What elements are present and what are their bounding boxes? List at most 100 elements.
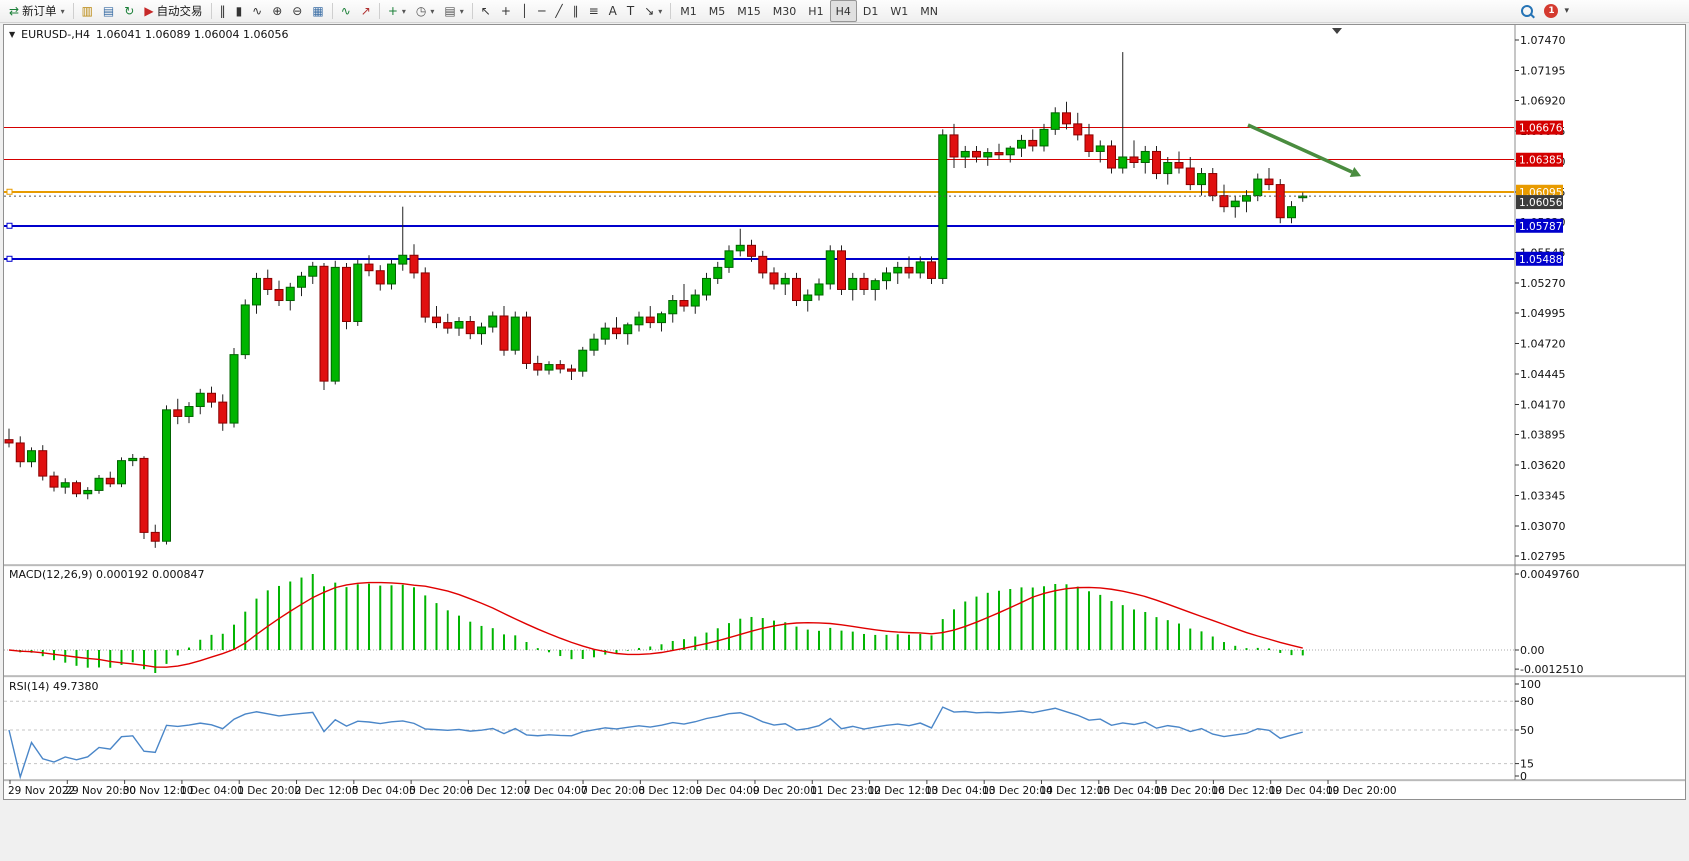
time-tick-label: 9 Dec 20:00	[753, 785, 817, 797]
time-tick-label: 30 Nov 12:00	[123, 785, 194, 797]
time-tick-label: 14 Dec 12:00	[1039, 785, 1110, 797]
search-button[interactable]	[1516, 0, 1538, 22]
timeframe-h1-button[interactable]: H1	[808, 4, 824, 18]
cursor-button[interactable]: ↖	[476, 0, 496, 22]
add-indicator-button[interactable]: + ▾	[383, 0, 411, 22]
tile-windows-button[interactable]: ▦	[307, 0, 328, 22]
time-tick-label: 7 Dec 04:00	[524, 785, 588, 797]
new-order-icon: ⇄	[9, 4, 20, 18]
indicator-list-icon: ∿	[340, 4, 351, 18]
toolbar: ⇄ 新订单 ▾ ▥ ▤ ↻ ▶ 自动交易 ‖ ▮ ∿ ⊕ ⊖ ▦ ∿ ↗ + ▾ ◷ ▾ ▤ ▾ ↖ + │ ─ ╱ ∥ ≡ A T ↘ ▾ M1…	[0, 0, 1689, 23]
macd-scale-label: -0.0012510	[1520, 663, 1583, 676]
notification-badge[interactable]: 1	[1544, 4, 1559, 18]
text-button[interactable]: A	[604, 0, 622, 22]
channel-button[interactable]: ∥	[568, 0, 584, 22]
timeframe-d1-button[interactable]: D1	[862, 4, 879, 18]
timeframe-m1-button[interactable]: M1	[680, 4, 697, 18]
rsi-label: RSI(14) 49.7380	[9, 680, 98, 693]
horizontal-line-button[interactable]: ─	[533, 0, 550, 22]
price-line-label: 1.06385	[1519, 155, 1562, 167]
chart-shift-marker[interactable]	[1332, 28, 1342, 34]
rsi-line	[8, 706, 1303, 780]
rsi-scale-label: 80	[1520, 695, 1534, 708]
candlestick-type-button[interactable]: ▮	[231, 0, 248, 22]
bar-chart-type-button[interactable]: ‖	[215, 0, 231, 22]
dropdown-caret-icon: ▾	[459, 6, 464, 16]
price-line-label: 1.06056	[1519, 197, 1563, 209]
arrow-objects-icon: ↘	[644, 4, 655, 18]
zoom-in-button[interactable]: ⊕	[267, 0, 287, 22]
time-tick-label: 13 Dec 04:00	[925, 785, 996, 797]
dropdown-caret-icon: ▾	[401, 6, 406, 16]
toolbar-separator	[331, 3, 333, 19]
time-tick-label: 2 Dec 12:00	[295, 785, 359, 797]
fibonacci-button[interactable]: ≡	[584, 0, 604, 22]
timeframe-w1-button[interactable]: W1	[890, 4, 909, 18]
ohlc-bars-icon: ‖	[219, 4, 226, 18]
rsi-indicator-value: 49.7380	[52, 680, 99, 693]
fibonacci-icon: ≡	[588, 4, 599, 18]
trend-arrow-annotation[interactable]	[1247, 123, 1362, 178]
autotrade-icon: ▶	[144, 4, 154, 18]
timeframe-m30-button[interactable]: M30	[772, 4, 797, 18]
crosshair-button[interactable]: +	[496, 0, 516, 22]
zoom-out-icon: ⊖	[292, 4, 303, 18]
macd-signal-line	[8, 581, 1303, 668]
toolbar-separator	[210, 3, 212, 19]
dropdown-caret-icon: ▾	[658, 6, 663, 16]
price-tick-label: 1.04995	[1520, 307, 1566, 320]
line-chart-icon: ∿	[252, 4, 263, 18]
time-tick-label: 11 Dec 23:00	[810, 785, 881, 797]
timeframe-m5-button[interactable]: M5	[708, 4, 726, 18]
time-tick-label: 1 Dec 04:00	[180, 785, 244, 797]
price-tick-label: 1.03620	[1520, 459, 1566, 472]
price-tick-label: 1.04170	[1520, 398, 1566, 411]
template-button[interactable]: ▤ ▾	[439, 0, 468, 22]
dropdown-caret-icon: ▾	[60, 6, 65, 16]
line-anchor-marker[interactable]	[6, 255, 13, 262]
period-button[interactable]: ◷ ▾	[411, 0, 440, 22]
new-chart-button[interactable]: ▥	[77, 0, 98, 22]
autotrade-button[interactable]: ▶ 自动交易	[139, 0, 207, 22]
price-scale[interactable]: 1.074701.071951.069201.066451.063701.060…	[1515, 34, 1566, 563]
indicator-list-button[interactable]: ∿	[336, 0, 356, 22]
objects-list-button[interactable]: ↗	[356, 0, 376, 22]
chart-canvas[interactable]: 1.074701.071951.069201.066451.063701.060…	[3, 24, 1686, 800]
line-anchor-marker[interactable]	[6, 222, 13, 229]
price-tick-label: 1.07470	[1520, 34, 1566, 47]
line-anchor-marker[interactable]	[6, 188, 13, 195]
time-tick-label: 8 Dec 12:00	[638, 785, 702, 797]
chart-title-bar: ▼ EURUSD-,H4 1.06041 1.06089 1.06004 1.0…	[9, 28, 289, 41]
toolbar-separator	[378, 3, 380, 19]
time-tick-label: 5 Dec 04:00	[352, 785, 416, 797]
trendline-button[interactable]: ╱	[550, 0, 567, 22]
refresh-button[interactable]: ↻	[119, 0, 139, 22]
label-icon: T	[626, 4, 635, 18]
profiles-button[interactable]: ▤	[98, 0, 119, 22]
chart-menu-icon[interactable]: ▼	[9, 30, 16, 39]
price-line-label: 1.06676	[1519, 123, 1563, 135]
label-button[interactable]: T	[622, 0, 639, 22]
chart-window: 1.074701.071951.069201.066451.063701.060…	[3, 24, 1686, 800]
vertical-line-button[interactable]: │	[516, 0, 533, 22]
time-tick-label: 6 Dec 12:00	[466, 785, 530, 797]
new-order-button-label: 新订单	[22, 4, 57, 18]
price-line-label: 1.05787	[1519, 221, 1562, 233]
arrows-button[interactable]: ↘ ▾	[639, 0, 667, 22]
zoom-out-button[interactable]: ⊖	[287, 0, 307, 22]
line-chart-type-button[interactable]: ∿	[247, 0, 267, 22]
clock-icon: ◷	[415, 4, 427, 18]
toolbar-chevron-icon[interactable]: ▾	[1564, 6, 1569, 16]
timeframe-m15-button[interactable]: M15	[737, 4, 761, 18]
dropdown-caret-icon: ▾	[430, 6, 435, 16]
macd-indicator-values: 0.000192 0.000847	[96, 568, 205, 581]
timeframe-h4-button[interactable]: H4	[829, 0, 857, 22]
new-order-button[interactable]: ⇄ 新订单 ▾	[4, 0, 70, 22]
time-tick-label: 7 Dec 20:00	[581, 785, 645, 797]
time-tick-label: 15 Dec 04:00	[1097, 785, 1168, 797]
macd-scale-label: 0.00	[1520, 644, 1545, 657]
macd-scale-label: 0.0049760	[1520, 568, 1580, 581]
timeframe-mn-button[interactable]: MN	[920, 4, 938, 18]
